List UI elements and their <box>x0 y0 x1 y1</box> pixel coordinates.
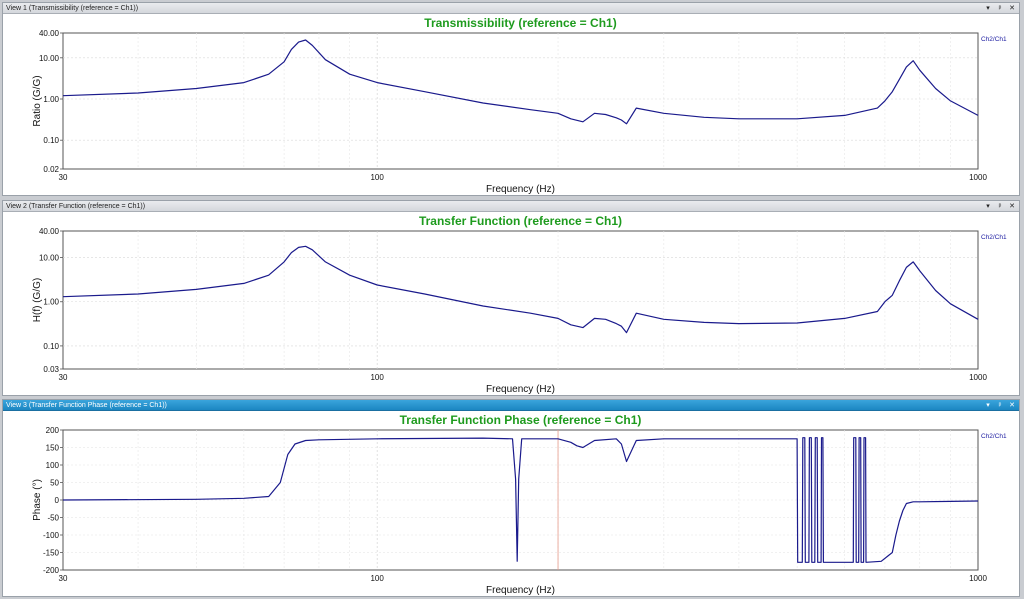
legend-entry: Ch2/Ch1 <box>981 234 1007 241</box>
view-1-window-buttons: ▾ ᵖ ✕ <box>984 3 1016 14</box>
y-tick-label: 0.10 <box>43 342 59 351</box>
legend-entry: Ch2/Ch1 <box>981 36 1007 43</box>
y-tick-label: 0.03 <box>43 365 59 374</box>
y-tick-label: 150 <box>46 444 60 453</box>
transfer-function-chart[interactable]: Transfer Function (reference = Ch1) 40.00… <box>3 212 1019 395</box>
series-line-1[interactable] <box>62 437 979 563</box>
x-axis-label: Frequency (Hz) <box>486 184 555 195</box>
gridlines <box>63 33 978 169</box>
y-tick-label: 1.00 <box>43 95 59 104</box>
close-icon[interactable]: ✕ <box>1009 5 1015 12</box>
gridlines <box>63 231 978 369</box>
y-tick-label: 40.00 <box>39 29 60 38</box>
y-tick-label: 200 <box>46 426 60 435</box>
x-tick-label: 100 <box>370 173 384 182</box>
chart-title: Transfer Function Phase (reference = Ch1… <box>400 413 642 427</box>
x-tick-label: 30 <box>59 173 68 182</box>
view-1-title: View 1 (Transmissibility (reference = Ch… <box>6 5 139 12</box>
chart-title: Transmissibility (reference = Ch1) <box>424 16 616 30</box>
y-tick-label: -200 <box>43 566 60 575</box>
view-3-window-buttons: ▾ ᵖ ✕ <box>984 400 1016 411</box>
view-3-title: View 3 (Transfer Function Phase (referen… <box>6 402 167 409</box>
y-tick-label: -50 <box>47 514 59 523</box>
view-3-window[interactable]: View 3 (Transfer Function Phase (referen… <box>2 399 1020 597</box>
y-tick-label: 100 <box>46 461 60 470</box>
y-axis-label: Phase (°) <box>32 479 43 521</box>
x-tick-label: 100 <box>370 373 384 382</box>
view-2-window[interactable]: View 2 (Transfer Function (reference = C… <box>2 200 1020 396</box>
y-tick-label: -150 <box>43 549 60 558</box>
view-3-plot[interactable]: Transfer Function Phase (reference = Ch1… <box>3 411 1019 596</box>
chart-title: Transfer Function (reference = Ch1) <box>419 214 622 228</box>
y-tick-label: 0 <box>55 496 60 505</box>
transfer-function-phase-chart[interactable]: Transfer Function Phase (reference = Ch1… <box>3 411 1019 596</box>
x-tick-label: 30 <box>59 373 68 382</box>
y-tick-label: 1.00 <box>43 298 59 307</box>
pin-icon[interactable]: ᵖ <box>998 5 1002 12</box>
view-2-title: View 2 (Transfer Function (reference = C… <box>6 203 146 210</box>
view-2-plot[interactable]: Transfer Function (reference = Ch1) 40.00… <box>3 212 1019 395</box>
x-tick-label: 30 <box>59 574 68 583</box>
view-2-titlebar[interactable]: View 2 (Transfer Function (reference = C… <box>3 201 1019 212</box>
series-line-1[interactable] <box>62 39 979 125</box>
y-tick-label: -100 <box>43 531 60 540</box>
x-tick-label: 1000 <box>969 173 987 182</box>
view-3-titlebar[interactable]: View 3 (Transfer Function Phase (referen… <box>3 400 1019 411</box>
plot-area[interactable] <box>62 32 979 170</box>
transmissibility-chart[interactable]: Transmissibility (reference = Ch1) 40.00 1… <box>3 14 1019 195</box>
close-icon[interactable]: ✕ <box>1009 402 1015 409</box>
x-tick-label: 1000 <box>969 574 987 583</box>
legend-entry: Ch2/Ch1 <box>981 433 1007 440</box>
view-1-titlebar[interactable]: View 1 (Transmissibility (reference = Ch… <box>3 3 1019 14</box>
y-axis-label: H(f) (G/G) <box>32 278 43 322</box>
y-tick-label: 10.00 <box>39 54 60 63</box>
pin-icon[interactable]: ᵖ <box>998 203 1002 210</box>
dropdown-icon[interactable]: ▾ <box>986 5 990 12</box>
plot-area[interactable] <box>62 230 979 370</box>
view-1-plot[interactable]: Transmissibility (reference = Ch1) 40.00 1… <box>3 14 1019 195</box>
close-icon[interactable]: ✕ <box>1009 203 1015 210</box>
dropdown-icon[interactable]: ▾ <box>986 203 990 210</box>
series-line-1[interactable] <box>62 245 979 334</box>
y-tick-label: 50 <box>50 479 59 488</box>
view-2-window-buttons: ▾ ᵖ ✕ <box>984 201 1016 212</box>
y-axis-label: Ratio (G/G) <box>32 75 43 126</box>
x-axis-label: Frequency (Hz) <box>486 585 555 596</box>
x-axis-label: Frequency (Hz) <box>486 384 555 395</box>
y-tick-label: 0.10 <box>43 136 59 145</box>
x-tick-label: 1000 <box>969 373 987 382</box>
dropdown-icon[interactable]: ▾ <box>986 402 990 409</box>
x-tick-label: 100 <box>370 574 384 583</box>
y-tick-label: 40.00 <box>39 227 60 236</box>
y-tick-label: 10.00 <box>39 254 60 263</box>
view-1-window[interactable]: View 1 (Transmissibility (reference = Ch… <box>2 2 1020 196</box>
pin-icon[interactable]: ᵖ <box>998 402 1002 409</box>
y-tick-label: 0.02 <box>43 165 59 174</box>
